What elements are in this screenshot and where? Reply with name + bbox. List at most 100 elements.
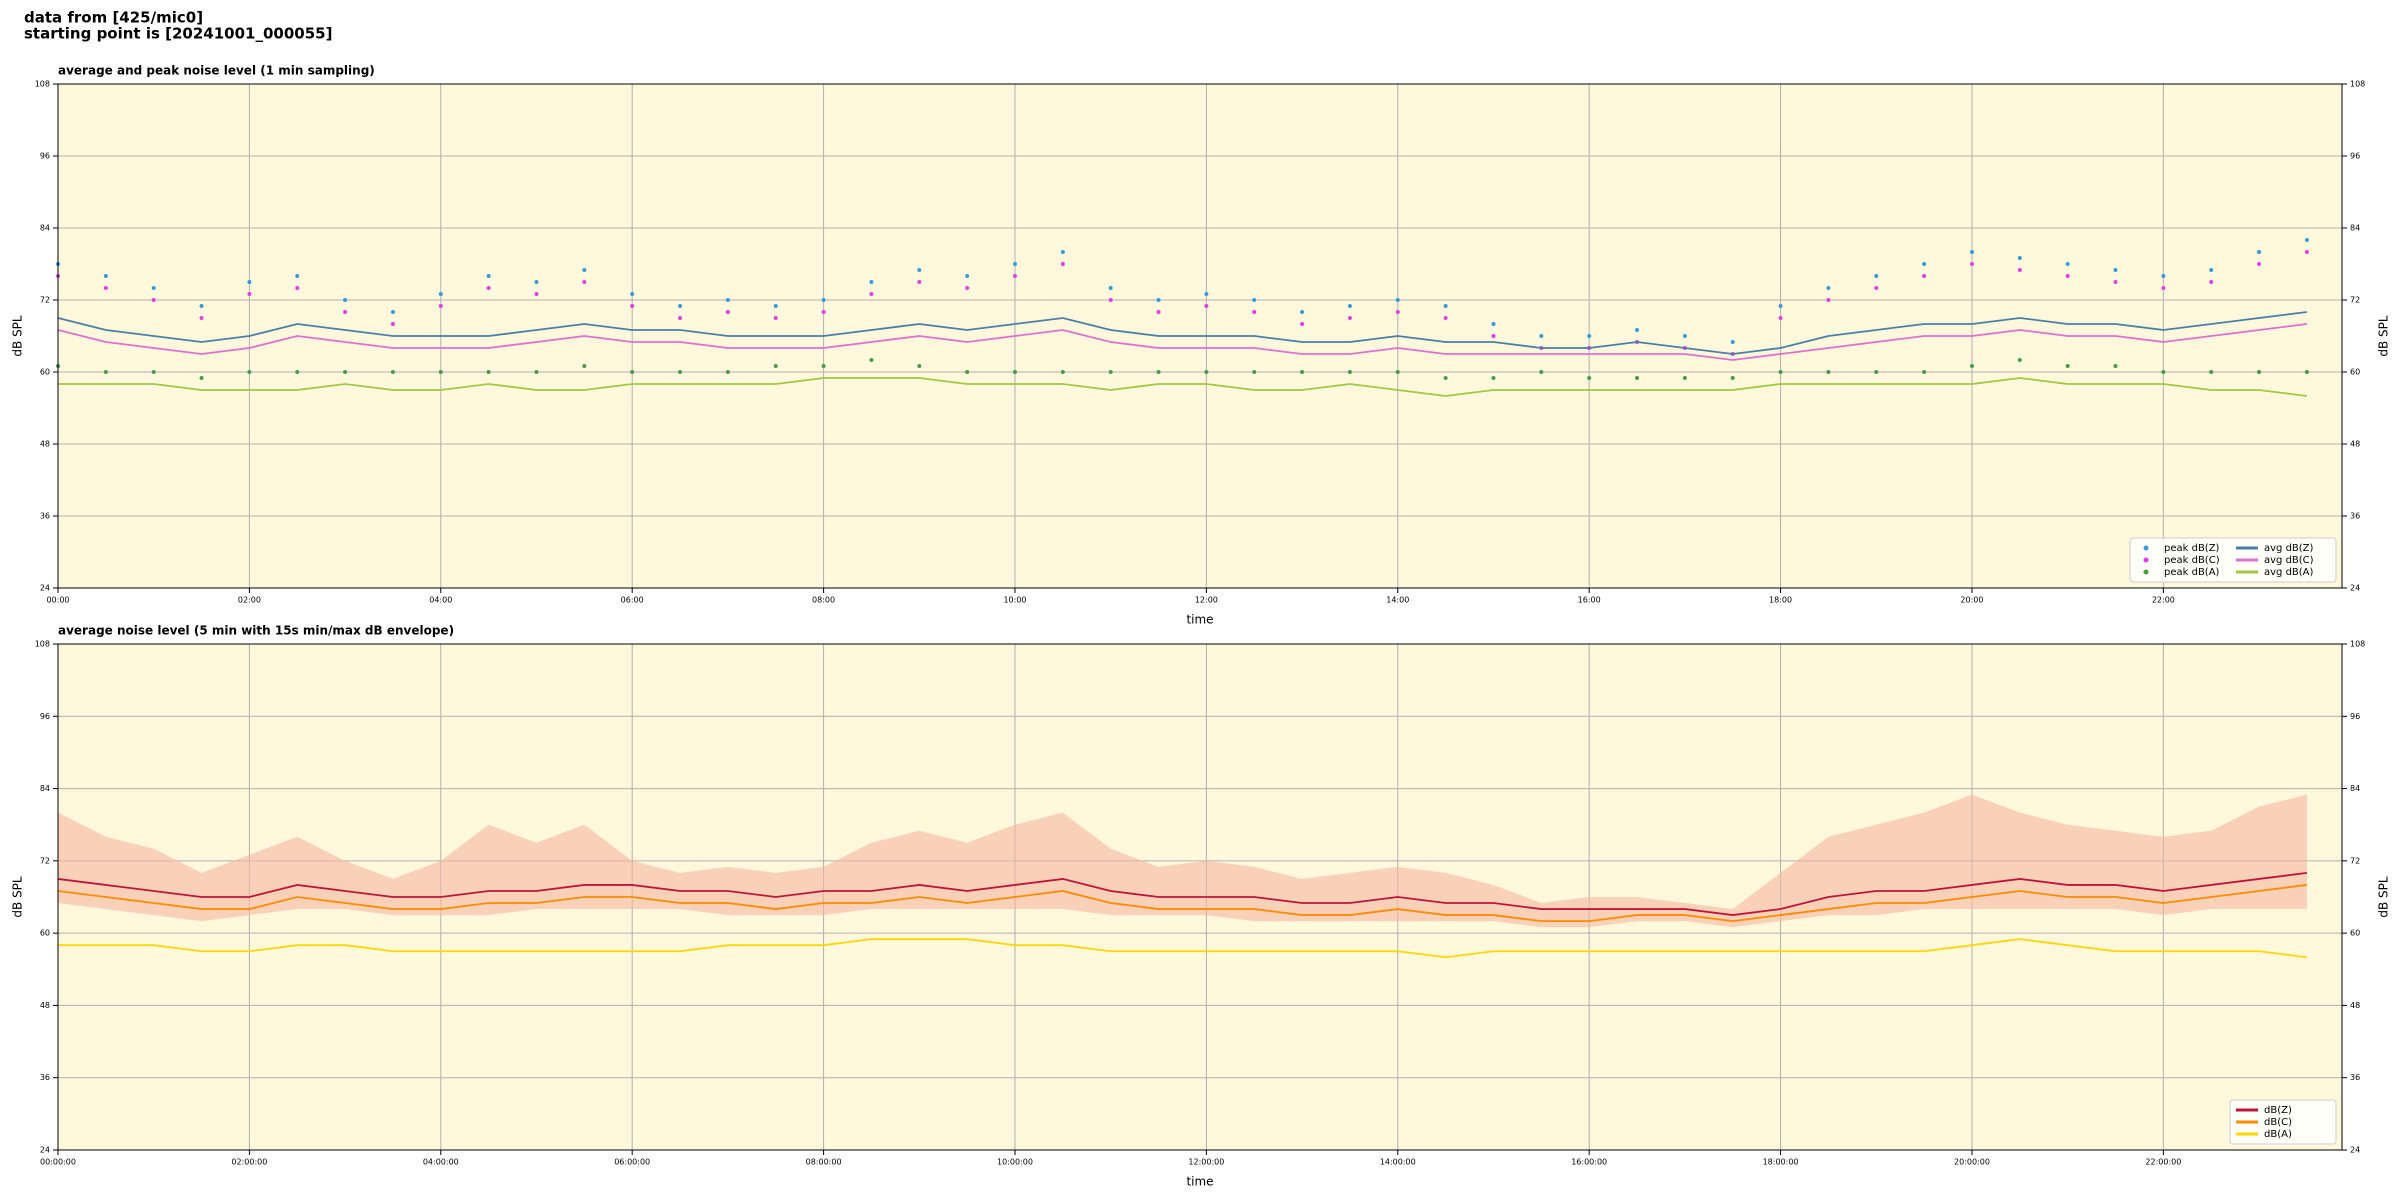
peak-point [2257,370,2262,374]
y-tick-label: 108 [2350,80,2365,89]
peak-point [1012,370,1017,374]
y-axis-label: dB SPL [11,315,25,357]
peak-point [1826,298,1831,302]
peak-point [1730,340,1735,344]
peak-point [2304,250,2309,254]
peak-point [2017,358,2022,362]
peak-point [1156,370,1161,374]
plot-frame [57,83,2343,589]
peak-point [343,298,348,302]
peak-point [199,304,204,308]
peak-point [1587,376,1592,380]
x-tick-label: 10:00:00 [997,1158,1033,1167]
legend-label: avg dB(Z) [2264,543,2314,554]
x-tick-label: 04:00:00 [423,1158,459,1167]
x-tick-label: 22:00:00 [2145,1158,2181,1167]
peak-point [247,280,252,284]
peak-point [1204,292,1209,296]
peak-point [1252,310,1257,314]
legend-label: dB(C) [2264,1117,2292,1128]
peak-point [1682,334,1687,338]
peak-point [1922,370,1927,374]
peak-point [725,310,730,314]
peak-point [151,286,156,290]
y-tick-label: 36 [2350,512,2360,521]
peak-point [630,292,635,296]
peak-point [343,310,348,314]
y-tick-label: 48 [2350,1001,2360,1010]
peak-point [1060,250,1065,254]
peak-point [2065,262,2070,266]
peak-point [2257,250,2262,254]
peak-point [295,274,300,278]
peak-point [151,370,156,374]
peak-point [1395,370,1400,374]
peak-point [2113,280,2118,284]
y-tick-label: 96 [2350,152,2360,161]
y-axis-label: dB SPL [2377,315,2391,357]
x-tick-label: 02:00:00 [231,1158,267,1167]
peak-point [1347,304,1352,308]
y-tick-label: 60 [40,929,50,938]
peak-point [1300,310,1305,314]
x-axis-label: time [1186,613,1213,627]
y-tick-label: 72 [2350,856,2360,865]
peak-point [582,280,587,284]
envelope-area [58,794,2307,928]
peak-point [1108,286,1113,290]
peak-point [821,298,826,302]
peak-point [486,286,491,290]
peak-point [1395,298,1400,302]
legend-label: peak dB(Z) [2164,543,2220,554]
peak-point [1922,262,1927,266]
y-tick-label: 24 [2350,584,2360,593]
peak-point [247,370,252,374]
chart-title: average noise level (5 min with 15s min/… [58,624,454,638]
y-tick-label: 96 [2350,712,2360,721]
peak-point [773,316,778,320]
peak-point [1635,328,1640,332]
peak-point [1395,310,1400,314]
peak-point [2304,370,2309,374]
y-tick-label: 48 [40,440,50,449]
peak-point [438,370,443,374]
x-tick-label: 22:00 [2152,596,2175,605]
peak-point [1443,304,1448,308]
peak-point [630,370,635,374]
peak-point [1826,286,1831,290]
x-tick-label: 20:00 [1960,596,1983,605]
peak-point [2161,370,2166,374]
series-line [57,884,2308,923]
peak-point [1778,304,1783,308]
peak-point [917,268,922,272]
peak-point [2113,364,2118,368]
peak-point [821,364,826,368]
peak-point [2209,268,2214,272]
peak-point [1682,376,1687,380]
y-tick-label: 36 [2350,1073,2360,1082]
x-tick-label: 08:00:00 [806,1158,842,1167]
peak-point [534,280,539,284]
y-tick-label: 108 [35,80,50,89]
peak-point [199,316,204,320]
x-tick-label: 00:00 [46,596,69,605]
peak-point [295,286,300,290]
peak-point [1539,334,1544,338]
legend-marker [2143,557,2149,563]
peak-point [1443,376,1448,380]
peak-point [1252,298,1257,302]
peak-point [2209,370,2214,374]
peak-point [1969,250,1974,254]
peak-point [869,292,874,296]
y-tick-label: 108 [35,640,50,649]
peak-point [1491,322,1496,326]
y-tick-label: 36 [40,512,50,521]
x-tick-label: 04:00 [429,596,452,605]
x-tick-label: 12:00:00 [1188,1158,1224,1167]
peak-point [1826,370,1831,374]
peak-point [1730,376,1735,380]
peak-point [438,292,443,296]
peak-point [1300,370,1305,374]
